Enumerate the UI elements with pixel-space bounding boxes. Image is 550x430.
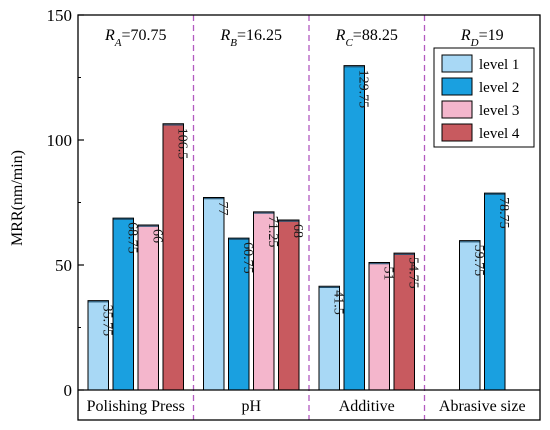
bar-value-label: 68.75: [124, 222, 139, 254]
bar-value-label: 106.5: [174, 128, 189, 160]
bar-value-label: 71.25: [265, 216, 280, 248]
legend-label: level 3: [479, 103, 519, 119]
bar-value-label: 129.75: [355, 70, 370, 109]
category-label: Polishing Press: [87, 398, 185, 415]
range-annotation: RC=88.25: [335, 27, 398, 49]
legend-label: level 2: [479, 80, 519, 96]
bar-level-1: [203, 197, 225, 391]
plot-frame: [77, 14, 541, 421]
bar-level-4: [162, 123, 184, 391]
y-tick-label: 50: [55, 256, 72, 275]
range-annotation: RD=19: [460, 27, 504, 49]
bar-value-label: 51: [380, 267, 395, 281]
bar-value-label: 41.5: [330, 290, 345, 315]
bar-level-3: [137, 224, 159, 391]
legend-label: level 4: [479, 126, 520, 142]
y-tick-label: 0: [64, 381, 73, 400]
category-label: Abrasive size: [439, 398, 526, 415]
range-annotation: RB=16.25: [219, 27, 282, 49]
bar-value-label: 66: [149, 229, 164, 243]
y-tick-label: 100: [47, 131, 73, 150]
bar-value-label: 77: [215, 202, 230, 216]
legend-swatch: [441, 77, 473, 96]
bar-value-label: 68: [290, 224, 305, 238]
bar-level-2: [343, 65, 365, 391]
bar-value-label: 35.75: [99, 305, 114, 337]
legend-label: level 1: [479, 57, 519, 73]
y-tick-label: 150: [47, 6, 73, 25]
legend-swatch: [441, 100, 473, 119]
legend-swatch: [441, 54, 473, 73]
category-label: pH: [241, 398, 261, 415]
bar-value-label: 54.75: [405, 257, 420, 289]
bar-value-label: 78.75: [496, 197, 511, 229]
bar-level-3: [368, 262, 390, 391]
bar-value-label: 60.75: [240, 242, 255, 274]
bar-level-4: [278, 219, 300, 391]
y-axis-title: MRR(nm/min): [9, 150, 26, 246]
range-annotation: RA=70.75: [104, 27, 167, 49]
bar-value-label: 59.75: [471, 245, 486, 277]
category-label: Additive: [339, 398, 395, 415]
legend-swatch: [441, 123, 473, 142]
